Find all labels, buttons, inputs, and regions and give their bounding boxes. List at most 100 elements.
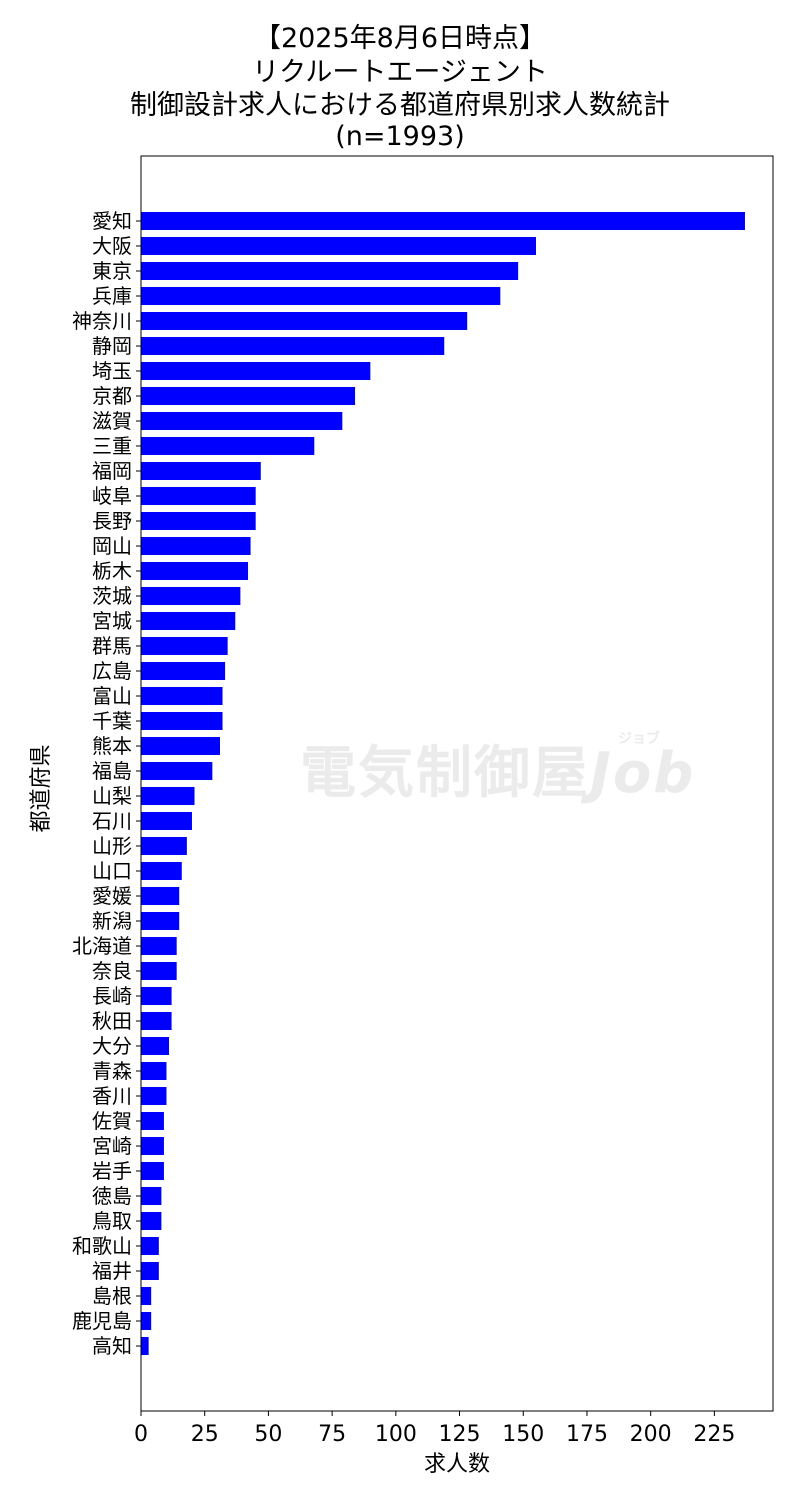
bar-43	[141, 1287, 152, 1305]
x-tick-label-4: 100	[375, 1422, 417, 1447]
category-label-23: 山梨	[92, 784, 132, 808]
category-label-15: 茨城	[92, 584, 132, 608]
watermark-logo: 電気制御屋Job	[300, 728, 695, 809]
chart-title-line-4: (n=1993)	[335, 121, 465, 152]
watermark-suffix: Job	[590, 741, 696, 806]
category-label-4: 神奈川	[72, 309, 132, 333]
category-label-34: 青森	[92, 1059, 132, 1083]
chart-title-line-1: 【2025年8月6日時点】	[253, 23, 547, 54]
category-label-24: 石川	[92, 809, 132, 833]
category-label-7: 京都	[92, 384, 132, 408]
category-label-45: 高知	[92, 1334, 132, 1358]
category-label-30: 奈良	[92, 959, 132, 983]
plot-frame	[140, 155, 774, 1412]
category-label-27: 愛媛	[92, 884, 132, 908]
bar-30	[141, 962, 177, 980]
category-label-42: 福井	[92, 1259, 132, 1283]
bar-7	[141, 387, 356, 405]
bar-25	[141, 837, 187, 855]
category-label-5: 静岡	[92, 334, 132, 358]
watermark-text: 電気制御屋	[300, 741, 590, 806]
category-label-16: 宮城	[92, 609, 132, 633]
category-label-12: 長野	[92, 509, 132, 533]
bar-28	[141, 912, 180, 930]
category-label-20: 千葉	[92, 709, 132, 733]
bar-36	[141, 1112, 164, 1130]
bar-19	[141, 687, 223, 705]
category-label-17: 群馬	[92, 634, 132, 658]
bar-12	[141, 512, 256, 530]
chart-title-line-3: 制御設計求人における都道府県別求人数統計	[130, 90, 670, 121]
category-label-14: 栃木	[92, 559, 132, 583]
bar-38	[141, 1162, 164, 1180]
bar-14	[141, 562, 249, 580]
bar-32	[141, 1012, 172, 1030]
bar-15	[141, 587, 241, 605]
category-label-19: 富山	[92, 684, 132, 708]
bar-13	[141, 537, 251, 555]
y-axis-label: 都道府県	[29, 744, 54, 832]
bar-23	[141, 787, 195, 805]
category-label-41: 和歌山	[72, 1234, 132, 1258]
x-tick-label-7: 175	[566, 1422, 608, 1447]
bar-5	[141, 337, 445, 355]
bar-44	[141, 1312, 152, 1330]
bar-33	[141, 1037, 170, 1055]
bar-31	[141, 987, 172, 1005]
x-tick-label-3: 75	[318, 1422, 346, 1447]
bar-6	[141, 362, 371, 380]
bar-27	[141, 887, 180, 905]
bar-21	[141, 737, 220, 755]
category-label-21: 熊本	[92, 734, 132, 758]
category-label-8: 滋賀	[92, 409, 132, 433]
category-label-1: 大阪	[92, 234, 132, 258]
category-label-22: 福島	[92, 759, 132, 783]
watermark-ruby: ジョブ	[618, 731, 660, 747]
bar-16	[141, 612, 236, 630]
category-label-31: 長崎	[92, 984, 132, 1008]
bar-41	[141, 1237, 159, 1255]
x-tick-label-8: 200	[630, 1422, 672, 1447]
category-label-32: 秋田	[92, 1009, 132, 1033]
category-label-36: 佐賀	[92, 1109, 132, 1133]
x-tick-label-2: 50	[254, 1422, 282, 1447]
bar-9	[141, 437, 315, 455]
category-label-28: 新潟	[92, 909, 132, 933]
bar-11	[141, 487, 256, 505]
category-label-2: 東京	[92, 259, 132, 283]
bar-26	[141, 862, 182, 880]
bar-22	[141, 762, 213, 780]
bar-39	[141, 1187, 162, 1205]
category-label-43: 島根	[92, 1284, 132, 1308]
bar-0	[141, 212, 745, 230]
x-tick-label-1: 25	[191, 1422, 219, 1447]
category-label-38: 岩手	[92, 1159, 132, 1183]
category-label-25: 山形	[92, 834, 132, 858]
bar-17	[141, 637, 228, 655]
category-label-26: 山口	[92, 859, 132, 883]
bar-2	[141, 262, 519, 280]
bar-4	[141, 312, 468, 330]
category-label-18: 広島	[92, 659, 132, 683]
category-label-10: 福岡	[92, 459, 132, 483]
x-tick-label-0: 0	[134, 1422, 148, 1447]
category-label-0: 愛知	[92, 209, 132, 233]
bar-42	[141, 1262, 159, 1280]
x-tick-label-9: 225	[693, 1422, 735, 1447]
bar-24	[141, 812, 192, 830]
bar-29	[141, 937, 177, 955]
bar-3	[141, 287, 501, 305]
category-label-33: 大分	[92, 1034, 132, 1058]
bar-8	[141, 412, 343, 430]
category-label-9: 三重	[92, 434, 132, 458]
category-label-29: 北海道	[72, 934, 132, 958]
bar-18	[141, 662, 226, 680]
category-label-44: 鹿児島	[72, 1309, 132, 1333]
x-tick-label-6: 150	[502, 1422, 544, 1447]
category-label-11: 岐阜	[92, 484, 132, 508]
category-label-3: 兵庫	[92, 284, 132, 308]
bar-1	[141, 237, 536, 255]
x-tick-label-5: 125	[439, 1422, 481, 1447]
bar-34	[141, 1062, 167, 1080]
